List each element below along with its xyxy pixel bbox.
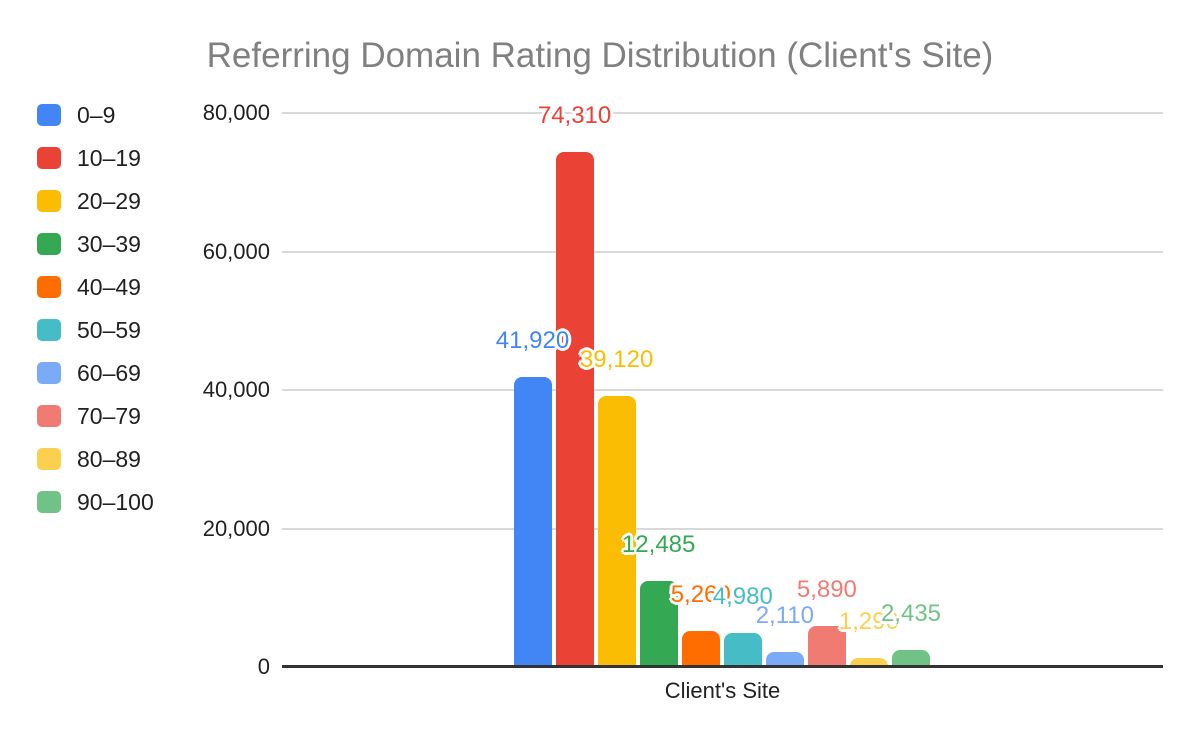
legend-swatch-icon (37, 448, 61, 470)
legend-item-label: 90–100 (77, 488, 154, 515)
legend-item-20-29[interactable]: 20–29 (37, 187, 154, 214)
legend-item-70-79[interactable]: 70–79 (37, 402, 154, 429)
bar-20-29[interactable] (597, 396, 636, 667)
legend-item-label: 0–9 (77, 101, 116, 128)
legend-item-label: 50–59 (77, 316, 141, 343)
bar-30-39[interactable] (639, 580, 678, 667)
plot-area: 41,920 74,310 39,120 12,485 5,260 4,980 2,110 5… (282, 103, 1163, 668)
legend-swatch-icon (37, 276, 61, 298)
legend-swatch-icon (37, 491, 61, 513)
legend-item-80-89[interactable]: 80–89 (37, 445, 154, 472)
y-tick-label: 0 (257, 654, 270, 679)
legend-item-0-9[interactable]: 0–9 (37, 101, 154, 128)
legend-item-90-100[interactable]: 90–100 (37, 488, 154, 515)
chart-title: Referring Domain Rating Distribution (Cl… (206, 36, 994, 75)
bar-40-49[interactable] (681, 630, 720, 667)
x-axis-label: Client's Site (664, 678, 781, 703)
legend-item-50-59[interactable]: 50–59 (37, 316, 154, 343)
legend-swatch-icon (37, 405, 61, 427)
legend-item-label: 60–69 (77, 359, 141, 386)
bar-50-59[interactable] (723, 632, 762, 667)
legend-item-label: 70–79 (77, 402, 141, 429)
y-tick-label: 40,000 (202, 377, 270, 402)
bar-value-label: 74,310 (537, 102, 612, 130)
bar-value-label: 2,110 (755, 602, 814, 630)
gridline (282, 112, 1163, 114)
bar-0-9[interactable] (513, 376, 552, 667)
legend-swatch-icon (37, 319, 61, 341)
bar-value-label: 2,435 (880, 600, 942, 628)
x-axis-baseline (282, 665, 1163, 668)
y-axis: 0 20,000 40,000 60,000 80,000 (0, 0, 270, 742)
bar-10-19[interactable] (555, 152, 594, 667)
gridline (282, 389, 1163, 391)
bar-90-100[interactable] (891, 650, 930, 667)
legend-item-60-69[interactable]: 60–69 (37, 359, 154, 386)
bar-60-69[interactable] (765, 652, 804, 667)
bar-value-label: 39,120 (579, 346, 654, 374)
bar-value-label: 5,890 (796, 576, 857, 604)
legend-item-40-49[interactable]: 40–49 (37, 273, 154, 300)
bar-80-89[interactable] (849, 658, 888, 667)
legend-item-label: 30–39 (77, 230, 141, 257)
legend-swatch-icon (37, 104, 61, 126)
legend-item-label: 10–19 (77, 144, 141, 171)
y-tick-label: 20,000 (202, 515, 270, 541)
legend-item-30-39[interactable]: 30–39 (37, 230, 154, 257)
legend-swatch-icon (37, 362, 61, 384)
y-tick-label: 80,000 (202, 100, 270, 125)
legend: 0–9 10–19 20–29 30–39 40–49 50–59 60–69 70–79 80… (37, 101, 154, 534)
legend-item-label: 80–89 (77, 445, 141, 472)
y-tick-label: 60,000 (202, 238, 270, 264)
legend-swatch-icon (37, 233, 61, 255)
bar-value-label: 41,920 (495, 326, 570, 354)
bar-70-79[interactable] (807, 626, 846, 667)
bar-value-label: 12,485 (621, 530, 696, 558)
gridline (282, 527, 1163, 530)
bar-value-label: 1,290 (838, 608, 899, 636)
legend-item-10-19[interactable]: 10–19 (37, 144, 154, 171)
legend-swatch-icon (37, 190, 61, 212)
bar-value-label: 4,980 (712, 582, 773, 610)
legend-item-label: 20–29 (77, 187, 141, 214)
bar-value-label: 5,260 (670, 580, 731, 608)
gridline (282, 250, 1163, 253)
legend-item-label: 40–49 (77, 273, 141, 300)
legend-swatch-icon (37, 147, 61, 169)
